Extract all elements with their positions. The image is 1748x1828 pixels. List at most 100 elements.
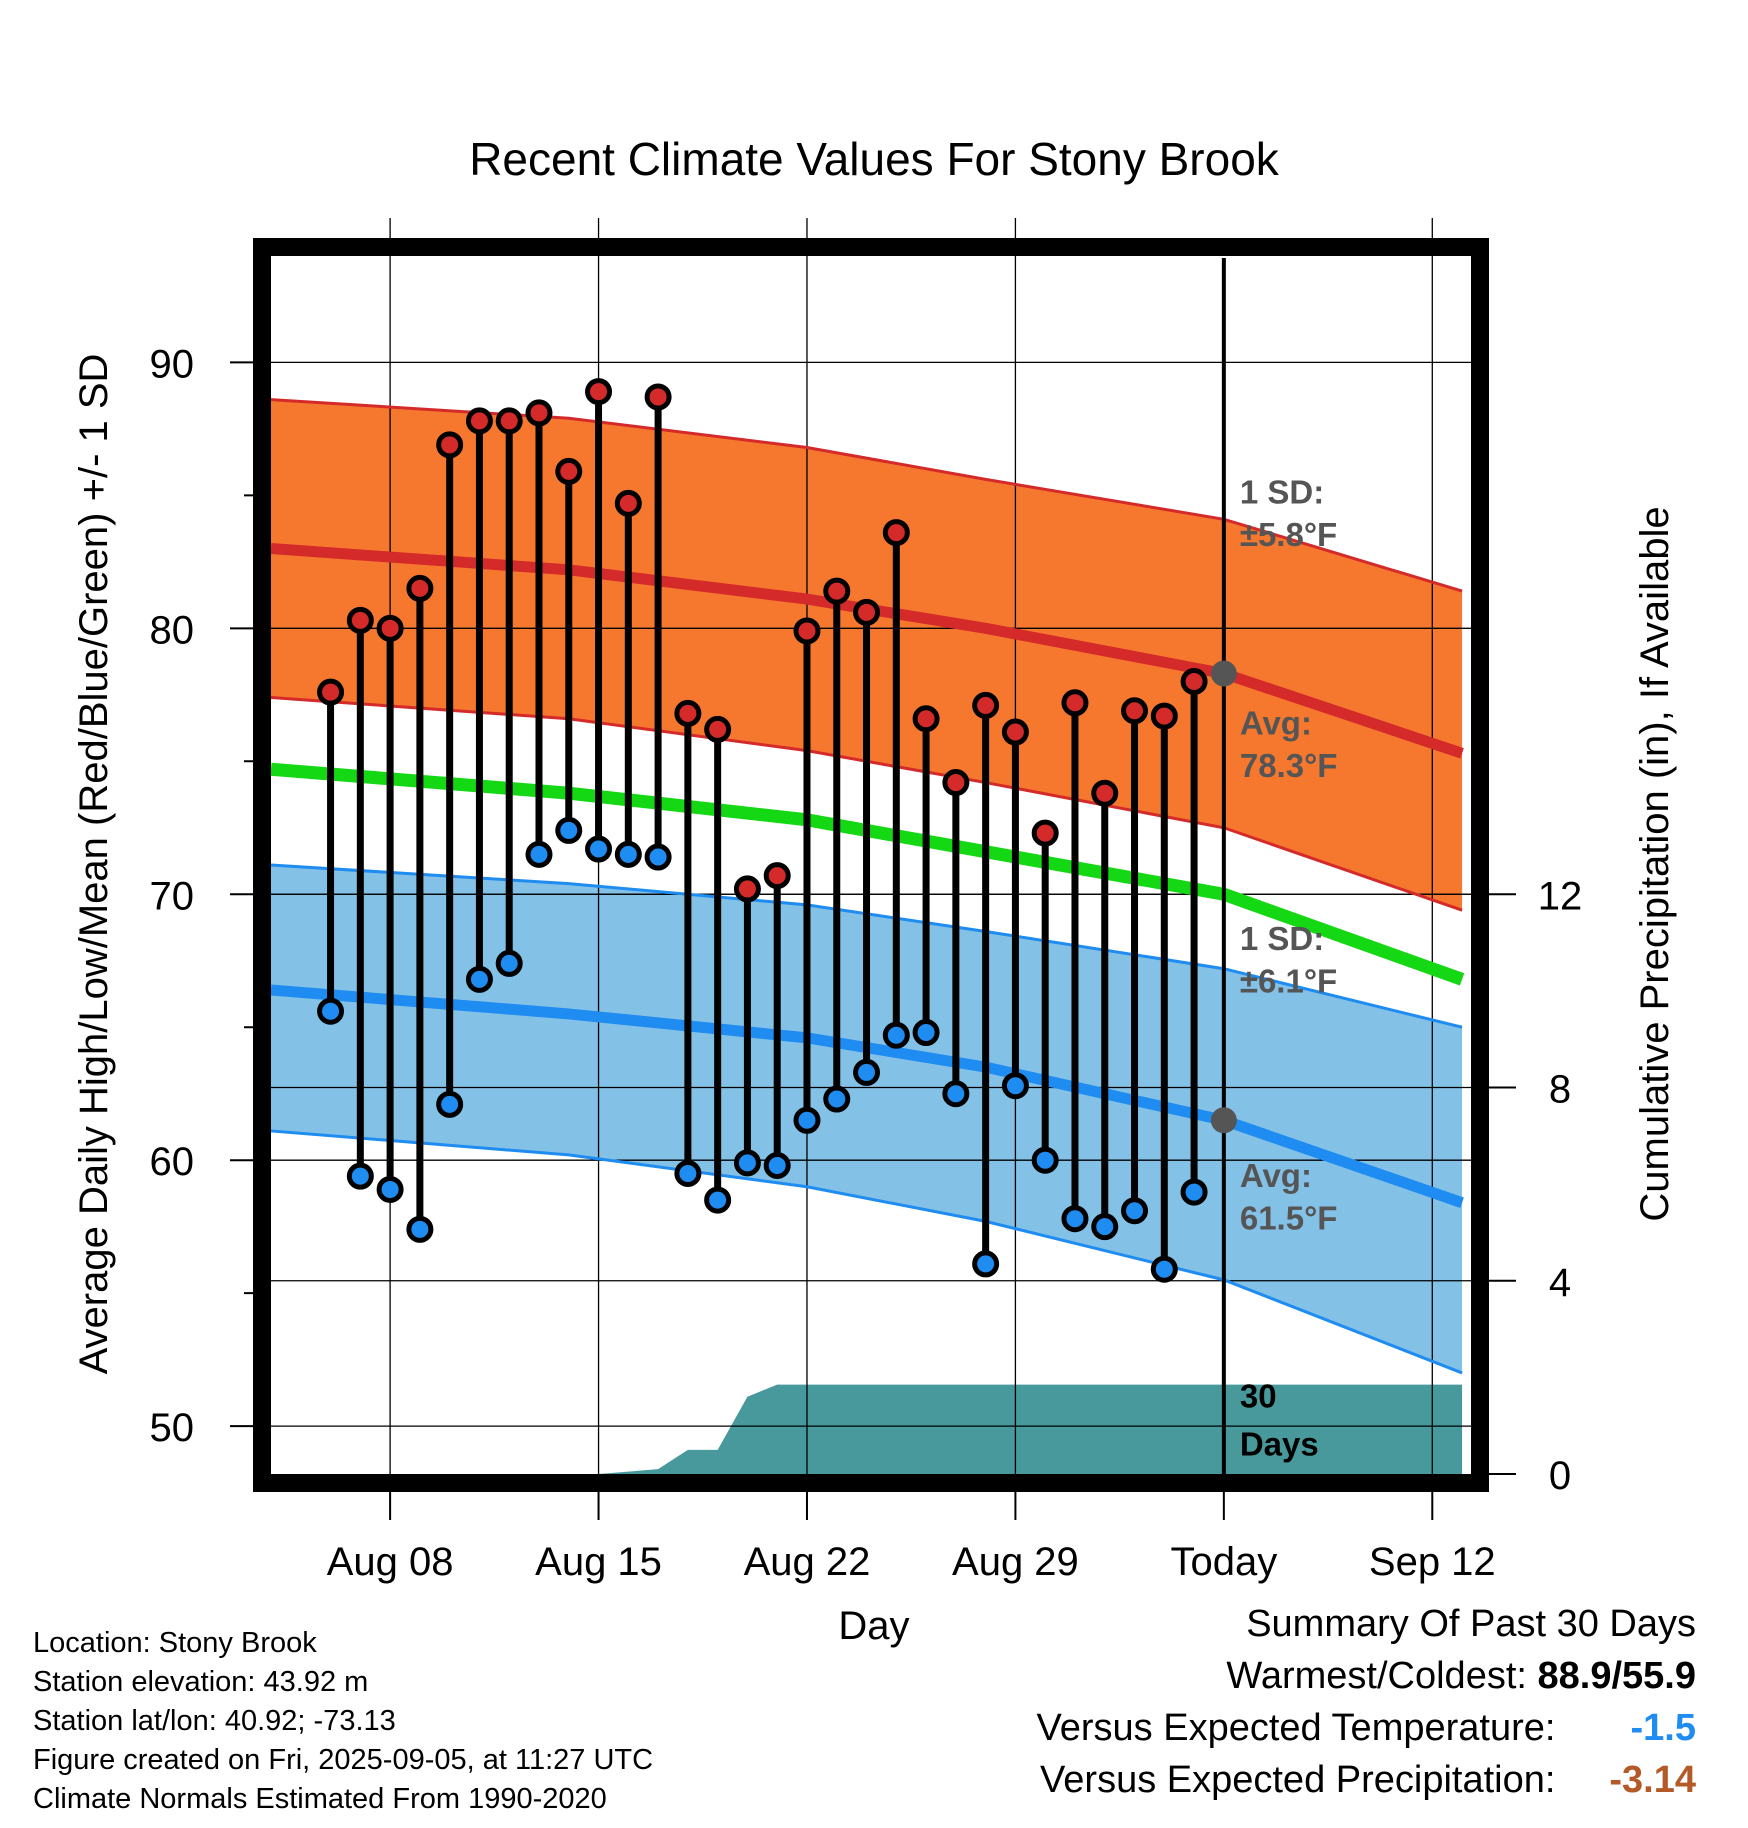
daily-high-point xyxy=(1180,668,1208,696)
low-sd-value: ±6.1°F xyxy=(1240,963,1337,1000)
y-tick-label: 60 xyxy=(150,1140,195,1184)
precip-value: -3.14 xyxy=(1609,1759,1696,1801)
y2-tick-label: 4 xyxy=(1549,1261,1571,1305)
temp-label: Versus Expected Temperature: xyxy=(1036,1707,1556,1749)
daily-high-point xyxy=(376,614,404,642)
daily-low-point xyxy=(1091,1213,1119,1241)
daily-high-point xyxy=(346,606,374,634)
daily-low-point xyxy=(317,997,345,1025)
daily-high-point xyxy=(465,407,493,435)
daily-high-point xyxy=(585,378,613,406)
daily-low-point xyxy=(704,1186,732,1214)
daily-high-point xyxy=(1061,689,1089,717)
daily-low-point xyxy=(733,1149,761,1177)
low-lower-edge xyxy=(270,1129,1463,1375)
y2-tick-label: 0 xyxy=(1549,1454,1571,1498)
precip-area xyxy=(271,1384,1463,1474)
daily-low-point xyxy=(346,1162,374,1190)
daily-low-point xyxy=(1121,1197,1149,1225)
precip-days-label: Days xyxy=(1240,1425,1319,1462)
daily-high-point xyxy=(1031,819,1059,847)
low-sd-label: 1 SD: xyxy=(1240,920,1324,957)
low-avg-label: Avg: xyxy=(1240,1157,1312,1194)
precip-label: Versus Expected Precipitation: xyxy=(1040,1759,1556,1801)
daily-high-point xyxy=(674,699,702,727)
daily-high-point xyxy=(614,489,642,517)
daily-high-point xyxy=(912,705,940,733)
daily-high-point xyxy=(733,875,761,903)
daily-low-point xyxy=(525,840,553,868)
daily-high-point xyxy=(704,715,732,743)
x-tick-label: Aug 22 xyxy=(744,1540,871,1584)
daily-low-point xyxy=(853,1058,881,1086)
daily-low-point xyxy=(1180,1178,1208,1206)
daily-low-point xyxy=(406,1215,434,1243)
precip-days-count: 30 xyxy=(1240,1378,1277,1415)
daily-low-point xyxy=(436,1090,464,1118)
normals-text: Climate Normals Estimated From 1990-2020 xyxy=(33,1783,607,1815)
x-tick-label: Aug 08 xyxy=(327,1540,454,1584)
summary-precip-row: Versus Expected Precipitation: -3.14 xyxy=(1037,1754,1696,1806)
summary-temp-row: Versus Expected Temperature: -1.5 xyxy=(1037,1702,1696,1754)
summary-panel: Summary Of Past 30 Days Warmest/Coldest:… xyxy=(1037,1598,1696,1806)
daily-low-point xyxy=(1150,1255,1178,1283)
high-sd-label: 1 SD: xyxy=(1240,473,1324,510)
daily-low-point xyxy=(942,1080,970,1108)
summary-warmest-row: Warmest/Coldest: 88.9/55.9 xyxy=(1037,1650,1696,1702)
daily-low-point xyxy=(376,1175,404,1203)
y2-axis-label: Cumulative Precipitation (in), If Availa… xyxy=(1633,506,1677,1221)
daily-high-point xyxy=(436,431,464,459)
daily-low-point xyxy=(793,1106,821,1134)
daily-low-point xyxy=(882,1021,910,1049)
warmest-label: Warmest/Coldest: xyxy=(1226,1655,1527,1697)
y-tick-label: 90 xyxy=(150,342,195,386)
x-tick-label: Aug 29 xyxy=(952,1540,1079,1584)
warmest-value: 88.9/55.9 xyxy=(1537,1655,1696,1697)
daily-low-point xyxy=(972,1250,1000,1278)
daily-high-point xyxy=(317,678,345,706)
daily-high-point xyxy=(525,399,553,427)
station-info: Location: Stony Brook Station elevation:… xyxy=(33,1624,653,1819)
daily-high-point xyxy=(1091,779,1119,807)
x-tick-label: Aug 15 xyxy=(535,1540,662,1584)
daily-low-point xyxy=(823,1085,851,1113)
y2-tick-label: 8 xyxy=(1549,1068,1571,1112)
summary-title: Summary Of Past 30 Days xyxy=(1246,1603,1696,1645)
daily-low-point xyxy=(912,1019,940,1047)
chart-title: Recent Climate Values For Stony Brook xyxy=(469,133,1280,185)
y-tick-label: 50 xyxy=(150,1406,195,1450)
daily-low-point xyxy=(555,816,583,844)
daily-high-point xyxy=(853,598,881,626)
daily-high-point xyxy=(882,519,910,547)
daily-high-point xyxy=(793,617,821,645)
x-axis-label: Day xyxy=(838,1604,909,1648)
high-sd-value: ±5.8°F xyxy=(1240,516,1337,553)
daily-low-point xyxy=(465,965,493,993)
daily-low-point xyxy=(585,835,613,863)
daily-high-point xyxy=(555,457,583,485)
daily-low-point xyxy=(644,843,672,871)
temp-value: -1.5 xyxy=(1630,1707,1696,1749)
location-text: Location: Stony Brook xyxy=(33,1627,317,1659)
daily-low-point xyxy=(674,1159,702,1187)
elevation-text: Station elevation: 43.92 m xyxy=(33,1666,369,1698)
x-tick-label: Today xyxy=(1170,1540,1277,1584)
high-avg-value: 78.3°F xyxy=(1240,747,1338,784)
y-tick-label: 70 xyxy=(150,874,195,918)
daily-high-point xyxy=(644,383,672,411)
low-avg-value: 61.5°F xyxy=(1240,1199,1338,1236)
daily-high-point xyxy=(1150,702,1178,730)
daily-low-point xyxy=(1061,1205,1089,1233)
created-text: Figure created on Fri, 2025-09-05, at 11… xyxy=(33,1744,654,1776)
daily-low-point xyxy=(763,1152,791,1180)
daily-high-point xyxy=(823,577,851,605)
daily-low-point xyxy=(1001,1072,1029,1100)
high-avg-label: Avg: xyxy=(1240,705,1312,742)
y2-tick-label: 12 xyxy=(1538,874,1583,918)
daily-high-point xyxy=(1001,718,1029,746)
plot-frame xyxy=(253,238,1489,1492)
daily-high-point xyxy=(406,574,434,602)
daily-low-point xyxy=(614,840,642,868)
daily-high-point xyxy=(972,691,1000,719)
daily-high-point xyxy=(1121,697,1149,725)
